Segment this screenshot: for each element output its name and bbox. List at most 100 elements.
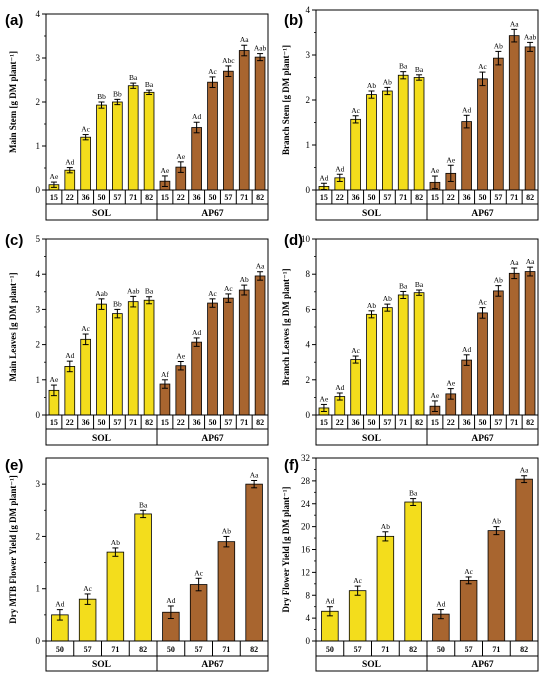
significance-label: Ab — [381, 522, 390, 531]
x-tick-label: 57 — [224, 193, 232, 202]
significance-label: Ae — [161, 166, 170, 175]
bar-e-AP67-57 — [189, 584, 208, 642]
y-tick-label: 0 — [306, 410, 311, 420]
significance-label: Ac — [208, 289, 217, 298]
x-tick-label: 36 — [193, 193, 201, 202]
bar-b-SOL-82 — [413, 77, 425, 191]
bar-a-AP67-50 — [207, 81, 218, 191]
x-tick-label: 82 — [526, 193, 534, 202]
significance-label: Ac — [81, 125, 90, 134]
panel-letter-e: (e) — [5, 457, 23, 474]
x-tick-label: 15 — [161, 193, 169, 202]
bar-a-AP67-36 — [191, 127, 202, 191]
group-label-sol: SOL — [92, 209, 111, 219]
significance-label: Bb — [97, 92, 106, 101]
significance-label: Ab — [383, 294, 392, 303]
x-tick-label: 57 — [113, 193, 121, 202]
y-tick-label: 1 — [306, 140, 311, 150]
x-tick-label: 57 — [494, 418, 502, 427]
bar-a-SOL-82 — [143, 91, 155, 191]
significance-label: Ad — [436, 600, 445, 609]
x-tick-label: 36 — [82, 193, 90, 202]
x-tick-label: 50 — [167, 645, 175, 654]
panel-letter-b: (b) — [284, 12, 303, 29]
y-tick-label: 20 — [301, 522, 311, 532]
x-tick-label: 15 — [320, 418, 328, 427]
bar-c-SOL-36 — [80, 338, 91, 416]
bar-b-AP67-57 — [493, 57, 504, 191]
y-tick-label: 4 — [306, 340, 311, 350]
x-tick-label: 57 — [494, 193, 502, 202]
bar-c-AP67-71 — [238, 289, 250, 416]
bar-e-SOL-57 — [78, 598, 97, 642]
bar-f-SOL-71 — [376, 535, 395, 642]
bar-e-SOL-82 — [134, 513, 152, 642]
x-tick-label: 71 — [240, 193, 248, 202]
y-tick-label: 4 — [36, 9, 41, 19]
group-label-sol: SOL — [92, 434, 111, 444]
y-tick-label: 4 — [306, 613, 311, 623]
bar-f-AP67-82 — [515, 478, 533, 642]
significance-label: Ae — [446, 379, 455, 388]
panel-a: (a) Main Stem [g DM plant⁻¹] Ae Ad Ac Bb Bb Ba B… — [5, 9, 269, 221]
plot-frame — [315, 238, 539, 416]
group-label-ap67: AP67 — [471, 660, 493, 670]
bar-c-SOL-50 — [96, 303, 107, 416]
y-tick-label: 2 — [36, 531, 41, 541]
significance-label: Ab — [367, 301, 376, 310]
x-tick-label: 36 — [82, 418, 90, 427]
x-tick-label: 71 — [492, 645, 500, 654]
significance-label: Ba — [129, 73, 138, 82]
x-tick-label: 57 — [383, 418, 391, 427]
y-tick-label: 0 — [306, 185, 311, 195]
bar-c-AP67-50 — [207, 302, 218, 416]
significance-label: Ae — [176, 152, 185, 161]
panel-letter-f: (f) — [284, 457, 299, 474]
x-tick-label: 57 — [84, 645, 92, 654]
significance-label: Ac — [224, 284, 233, 293]
group-label-ap67: AP67 — [201, 209, 223, 219]
significance-label: Aa — [520, 466, 529, 475]
y-tick-label: 5 — [36, 234, 41, 244]
bar-c-AP67-22 — [175, 365, 187, 416]
bar-d-SOL-50 — [366, 313, 377, 416]
significance-label: Ba — [145, 287, 154, 296]
panel-c: (c) Main Leaves [g DM plant⁻¹] Ae Ad Ac Aab Bb… — [5, 232, 269, 446]
bar-d-AP67-36 — [461, 359, 472, 416]
significance-label: Aab — [127, 286, 140, 295]
significance-label: Ae — [50, 375, 59, 384]
bar-b-SOL-36 — [350, 118, 361, 191]
x-tick-label: 50 — [56, 645, 64, 654]
x-tick-label: 36 — [463, 193, 471, 202]
group-label-sol: SOL — [362, 660, 381, 670]
bar-d-SOL-57 — [382, 307, 393, 416]
significance-label: Ad — [335, 383, 344, 392]
x-tick-label: 71 — [399, 418, 407, 427]
significance-label: Ac — [351, 106, 360, 115]
significance-label: Ba — [415, 65, 424, 74]
significance-label: Ad — [192, 112, 201, 121]
x-tick-label: 82 — [145, 193, 153, 202]
x-tick-label: 82 — [409, 645, 417, 654]
significance-label: Ba — [399, 62, 408, 71]
panel-f: (f) Dry Flower Yield [g DM plant⁻¹] Ad Ac Ab… — [281, 453, 539, 672]
x-tick-label: 57 — [224, 418, 232, 427]
y-tick-label: 2 — [36, 340, 41, 350]
y-tick-label: 2 — [306, 95, 311, 105]
bar-b-AP67-50 — [477, 78, 488, 191]
x-tick-label: 22 — [177, 193, 185, 202]
y-axis-label-d: Branch Leaves [g DM plant⁻¹] — [281, 269, 291, 386]
significance-label: Ab — [492, 517, 501, 526]
x-tick-label: 82 — [256, 418, 264, 427]
x-tick-label: 22 — [447, 193, 455, 202]
significance-label: Ba — [145, 80, 154, 89]
plot-frame — [45, 13, 269, 191]
x-tick-label: 71 — [510, 193, 518, 202]
significance-label: Ac — [478, 298, 487, 307]
y-tick-label: 0 — [36, 410, 41, 420]
bar-a-SOL-50 — [96, 104, 107, 191]
significance-label: Ae — [431, 391, 440, 400]
y-tick-label: 0 — [36, 185, 41, 195]
significance-label: Aab — [524, 32, 537, 41]
group-label-ap67: AP67 — [201, 660, 223, 670]
